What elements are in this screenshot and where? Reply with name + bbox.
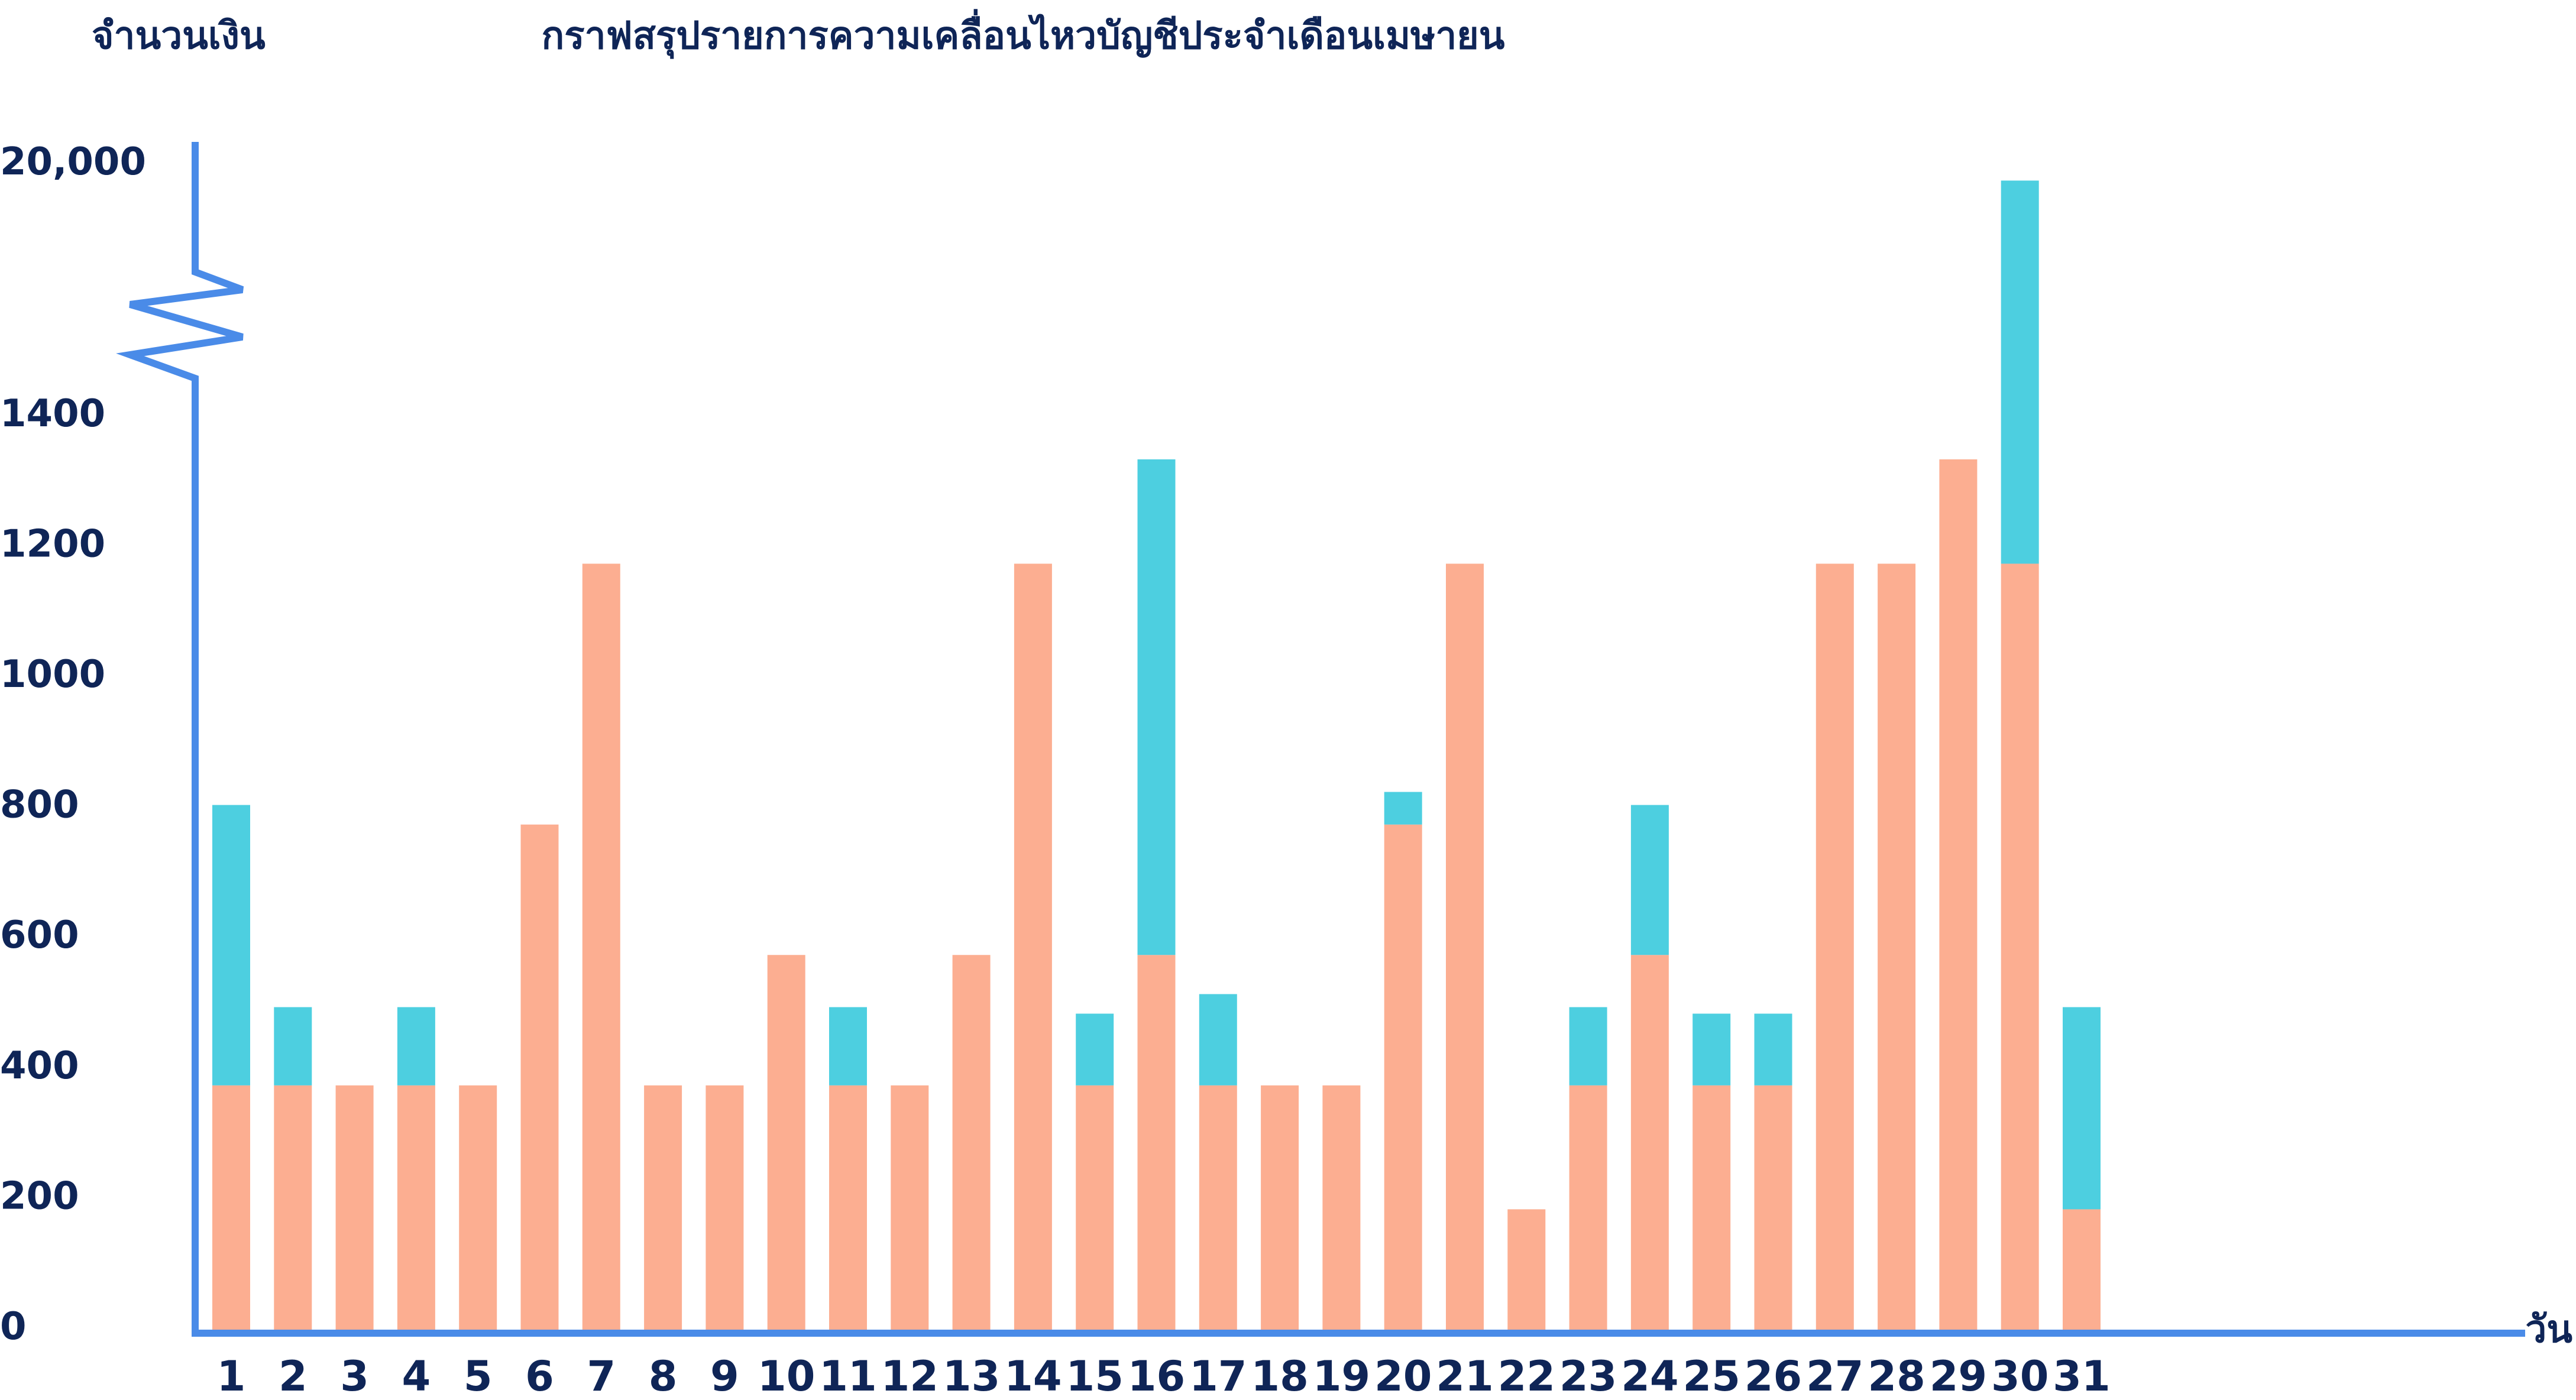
- y-tick-1000: 1000: [0, 653, 105, 696]
- y-ticks-layer: 0 200 400 600 800 1000 1200 1400 20,000: [0, 140, 146, 1349]
- bar-day-15-base: [1076, 1085, 1114, 1333]
- bar-day-1-top: [212, 805, 250, 1085]
- x-tick-14: 14: [1004, 1352, 1062, 1400]
- bar-day-20-top: [1384, 792, 1422, 825]
- bar-day-24-base: [1630, 955, 1669, 1333]
- x-tick-24: 24: [1621, 1352, 1678, 1400]
- x-tick-29: 29: [1930, 1352, 1987, 1400]
- x-tick-28: 28: [1868, 1352, 1925, 1400]
- y-tick-400: 400: [0, 1044, 79, 1088]
- x-tick-1: 1: [217, 1352, 246, 1400]
- y-tick-800: 800: [0, 783, 79, 827]
- y-axis-label: จำนวนเงิน: [92, 14, 266, 58]
- bar-day-16-top: [1137, 459, 1176, 955]
- x-tick-22: 22: [1498, 1352, 1555, 1400]
- bar-day-1-base: [212, 1085, 250, 1333]
- bar-day-4-base: [397, 1085, 435, 1333]
- x-tick-20: 20: [1374, 1352, 1432, 1400]
- bar-day-23-top: [1569, 1007, 1607, 1085]
- bar-day-6-base: [520, 824, 559, 1333]
- x-tick-19: 19: [1313, 1352, 1370, 1400]
- axes-layer: [116, 142, 2525, 1337]
- y-tick-0: 0: [0, 1305, 27, 1349]
- bar-day-19-base: [1322, 1085, 1361, 1333]
- bar-day-4-top: [397, 1007, 435, 1085]
- x-tick-17: 17: [1189, 1352, 1247, 1400]
- bar-day-10-base: [767, 955, 805, 1333]
- bar-day-16-base: [1137, 955, 1176, 1333]
- y-tick-top: 20,000: [0, 140, 146, 184]
- x-tick-12: 12: [881, 1352, 939, 1400]
- bar-day-11-top: [829, 1007, 867, 1085]
- bar-day-26-base: [1754, 1085, 1792, 1333]
- bar-day-13-base: [952, 955, 991, 1333]
- y-tick-600: 600: [0, 913, 79, 957]
- bars-layer: [212, 180, 2101, 1334]
- bar-day-2-base: [274, 1085, 312, 1333]
- x-tick-27: 27: [1806, 1352, 1863, 1400]
- bar-day-8-base: [644, 1085, 682, 1333]
- y-tick-1400: 1400: [0, 392, 105, 436]
- x-ticks-layer: 1 2 3 4 5 6 7 8 9 10 11 12 13 14 15 16 17 18 19 20 21 22 23 24 2…: [217, 1352, 2111, 1400]
- x-tick-2: 2: [279, 1352, 308, 1400]
- bar-day-25-base: [1692, 1085, 1731, 1333]
- y-tick-1200: 1200: [0, 522, 105, 566]
- bar-day-17-base: [1199, 1085, 1237, 1333]
- bar-day-20-base: [1384, 824, 1422, 1333]
- bar-day-28-base: [1878, 563, 1916, 1334]
- x-tick-21: 21: [1436, 1352, 1493, 1400]
- bar-day-15-top: [1076, 1013, 1114, 1085]
- x-axis-label: วัน: [2525, 1308, 2572, 1352]
- bar-day-22-base: [1507, 1209, 1546, 1333]
- bar-day-7-base: [582, 563, 620, 1334]
- bar-day-27-base: [1816, 563, 1854, 1334]
- bar-day-23-base: [1569, 1085, 1607, 1333]
- bar-day-9-base: [706, 1085, 744, 1333]
- bar-day-2-top: [274, 1007, 312, 1085]
- bar-day-26-top: [1754, 1013, 1792, 1085]
- x-tick-9: 9: [710, 1352, 739, 1400]
- bar-day-30-base: [2001, 563, 2039, 1334]
- x-tick-23: 23: [1559, 1352, 1617, 1400]
- bar-day-31-top: [2063, 1007, 2101, 1210]
- bar-day-31-base: [2063, 1209, 2101, 1333]
- x-tick-18: 18: [1251, 1352, 1308, 1400]
- x-tick-7: 7: [587, 1352, 616, 1400]
- bar-day-14-base: [1014, 563, 1052, 1334]
- x-tick-16: 16: [1128, 1352, 1185, 1400]
- x-tick-11: 11: [819, 1352, 876, 1400]
- x-tick-6: 6: [525, 1352, 554, 1400]
- chart-title: กราฟสรุปรายการความเคลื่อนไหวบัญชีประจำเด…: [541, 9, 1504, 59]
- x-tick-15: 15: [1066, 1352, 1123, 1400]
- bar-day-25-top: [1692, 1013, 1731, 1085]
- y-axis-line-with-break: [116, 142, 244, 1333]
- bar-day-29-base: [1939, 459, 1978, 1333]
- x-tick-8: 8: [649, 1352, 678, 1400]
- x-tick-26: 26: [1745, 1352, 1802, 1400]
- x-tick-4: 4: [402, 1352, 431, 1400]
- x-tick-25: 25: [1682, 1352, 1740, 1400]
- bar-day-5-base: [459, 1085, 497, 1333]
- x-tick-13: 13: [943, 1352, 1000, 1400]
- bar-day-17-top: [1199, 994, 1237, 1085]
- bar-day-24-top: [1630, 805, 1669, 955]
- x-tick-30: 30: [1991, 1352, 2048, 1400]
- bar-day-12-base: [891, 1085, 929, 1333]
- x-tick-31: 31: [2053, 1352, 2110, 1400]
- bar-day-18-base: [1261, 1085, 1299, 1333]
- x-tick-3: 3: [340, 1352, 369, 1400]
- bar-day-3-base: [335, 1085, 374, 1333]
- x-tick-5: 5: [464, 1352, 493, 1400]
- y-tick-200: 200: [0, 1174, 79, 1218]
- bar-day-11-base: [829, 1085, 867, 1333]
- bar-day-21-base: [1446, 563, 1484, 1334]
- x-tick-10: 10: [758, 1352, 815, 1400]
- bar-day-30-top: [2001, 180, 2039, 564]
